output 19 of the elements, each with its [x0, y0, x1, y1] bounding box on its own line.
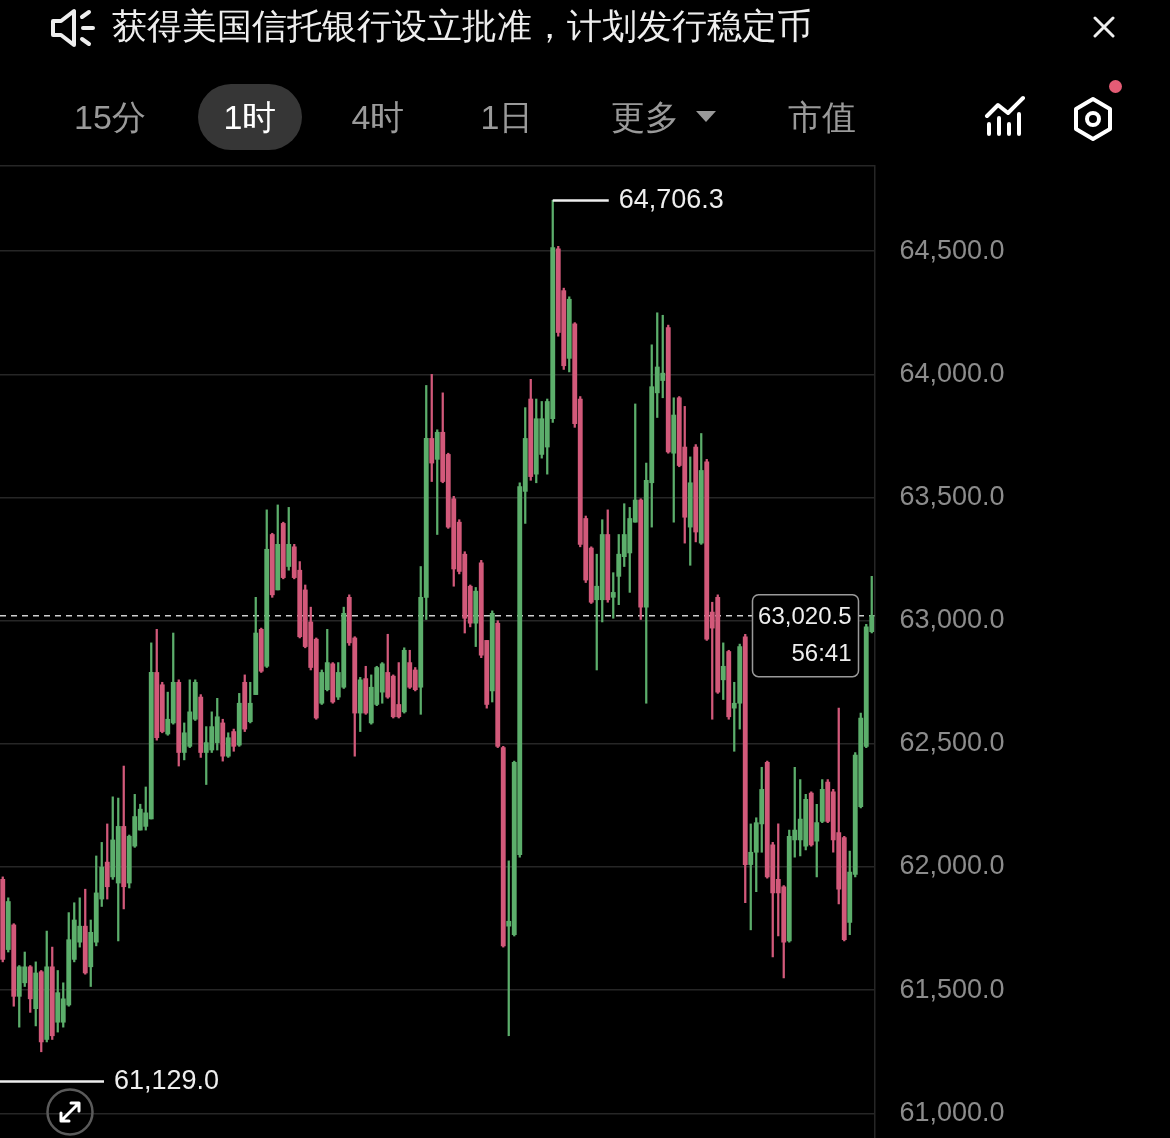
ref-line-label: 63,020.5	[758, 602, 852, 630]
annotation: 56:41	[791, 639, 852, 667]
y-tick-label: 61,000.0	[899, 1096, 1005, 1127]
ref-line-label: 64,706.3	[618, 183, 724, 214]
y-tick-label: 63,500.0	[899, 481, 1005, 511]
y-tick-label: 63,000.0	[899, 604, 1005, 635]
text: 15分	[74, 97, 146, 137]
y-tick-label: 62,500.0	[899, 727, 1005, 758]
y-tick-label: 64,000.0	[899, 357, 1005, 388]
y-tick-label: 64,500.0	[899, 234, 1005, 265]
text: 市值	[788, 97, 856, 137]
y-tick-label: 61,500.0	[899, 973, 1005, 1004]
ref-line-label: 61,129.0	[114, 1065, 220, 1096]
text: 更多	[611, 97, 679, 137]
selected-tab: 1时	[198, 84, 302, 150]
chart-title: 获得美国信托银行设立批准，计划发行稳定币	[112, 5, 812, 47]
text: 1日	[480, 97, 534, 137]
y-tick-label: 62,000.0	[899, 850, 1005, 881]
text: 4时	[351, 97, 405, 137]
